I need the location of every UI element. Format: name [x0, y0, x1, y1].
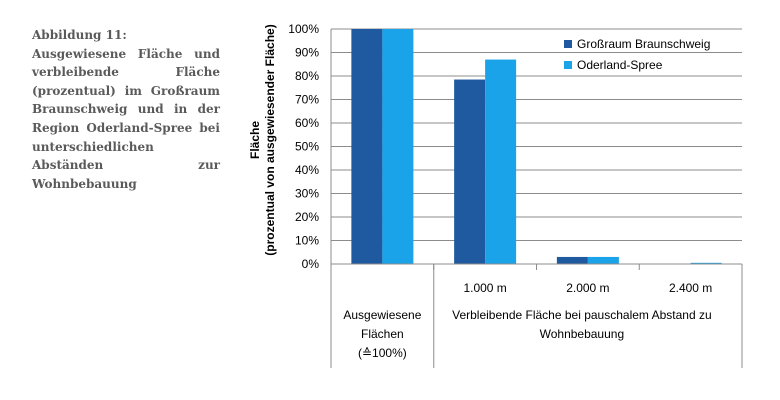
- legend-swatch: [564, 61, 572, 69]
- bar: [351, 29, 383, 264]
- bars: [351, 29, 722, 265]
- y-axis-subtitle: (prozentual von ausgewiesender Fläche): [263, 24, 277, 255]
- y-tick-label: 0%: [302, 257, 320, 271]
- legend-swatch: [564, 40, 572, 48]
- y-tick-label: 10%: [295, 234, 319, 248]
- y-tick-label: 80%: [295, 69, 319, 83]
- y-tick-label: 40%: [295, 163, 319, 177]
- y-tick-label: 20%: [295, 210, 319, 224]
- bar: [690, 262, 722, 264]
- group-label-line: (≙100%): [358, 346, 407, 360]
- group-label-line: Verbleibende Fläche bei pauschalem Absta…: [452, 308, 712, 322]
- axes: [330, 29, 743, 368]
- x-tick-label: 2.400 m: [669, 281, 712, 295]
- bar: [454, 79, 486, 265]
- bar: [382, 29, 414, 264]
- y-tick-label: 50%: [295, 140, 319, 154]
- y-tick-label: 100%: [288, 22, 319, 36]
- legend: Großraum Braunschweig Oderland-Spree: [564, 37, 710, 72]
- x-tick-label: 2.000 m: [566, 281, 609, 295]
- group-label-line: Flächen: [361, 327, 404, 341]
- group-label-line: Ausgewiesene: [343, 308, 421, 322]
- x-tick-label: 1.000 m: [463, 281, 506, 295]
- bar: [587, 256, 619, 264]
- y-axis-label: Fläche (prozentual von ausgewiesender Flä…: [248, 24, 277, 255]
- legend-label: Oderland-Spree: [577, 58, 663, 72]
- bar: [485, 59, 517, 264]
- y-tick-label: 70%: [295, 93, 319, 107]
- y-axis-ticks: 0% 10% 20% 30% 40% 50% 60% 70% 80% 90% 100%: [288, 22, 319, 271]
- y-tick-label: 30%: [295, 187, 319, 201]
- caption-title: Abbildung 11:: [32, 28, 127, 42]
- y-axis-title: Fläche: [248, 121, 262, 159]
- legend-label: Großraum Braunschweig: [577, 37, 710, 51]
- group-label-line: Wohnbebauung: [540, 327, 625, 341]
- figure-caption: Abbildung 11: Ausgewiesene Fläche und ve…: [32, 26, 220, 193]
- bar: [556, 256, 588, 264]
- y-tick-label: 90%: [295, 46, 319, 60]
- caption-text: Ausgewiesene Fläche und verbleibende Flä…: [32, 46, 220, 191]
- y-tick-label: 60%: [295, 116, 319, 130]
- x-axis-labels: 1.000 m 2.000 m 2.400 m Ausgewiesene Flächen…: [343, 281, 712, 360]
